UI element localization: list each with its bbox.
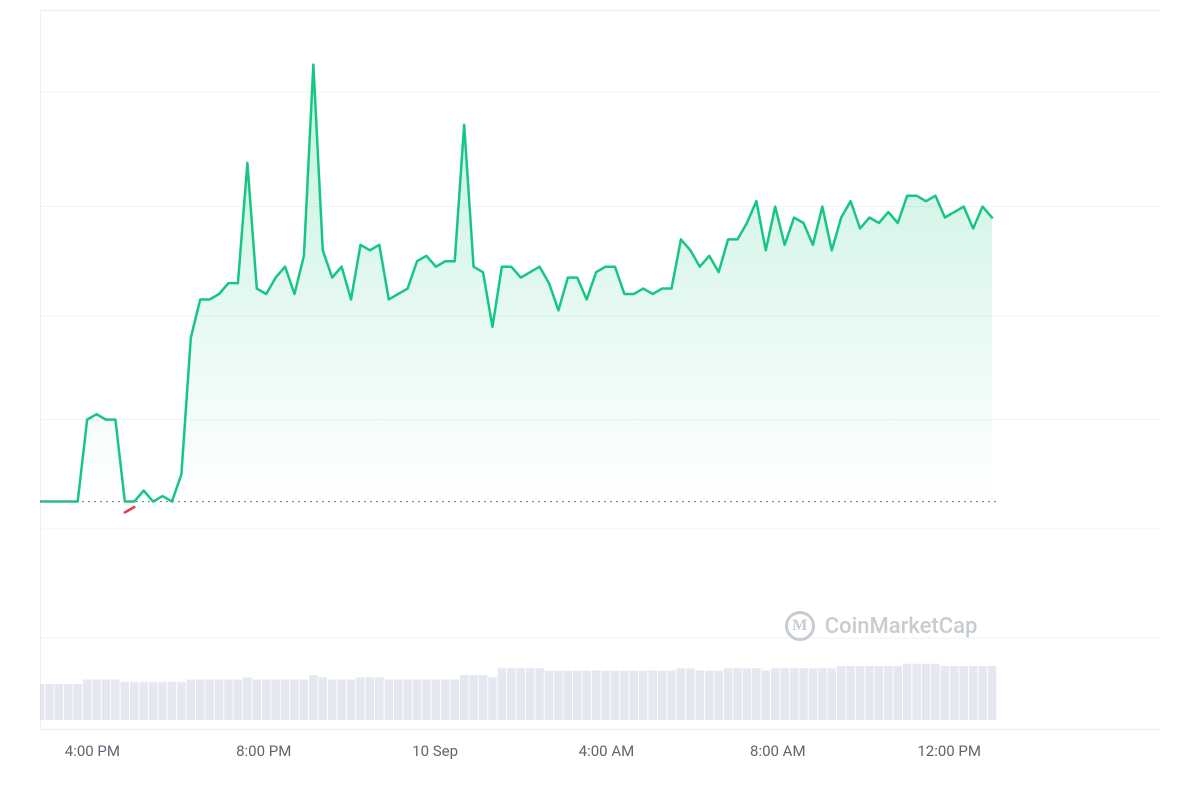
x-tick-label: 8:00 PM <box>236 742 291 760</box>
x-tick-label: 12:00 PM <box>917 742 981 760</box>
x-tick-label: 4:00 AM <box>579 742 635 760</box>
price-line-negative <box>125 507 134 512</box>
volume-bars <box>40 664 996 720</box>
x-tick-label: 4:00 PM <box>65 742 120 760</box>
price-chart <box>40 10 1160 730</box>
chart-stage: 0.061720.0616990.0616790.061660.061640.0… <box>0 0 1200 800</box>
x-tick-label: 8:00 AM <box>750 742 806 760</box>
x-axis-labels: 4:00 PM 8:00 PM 10 Sep 4:00 AM 8:00 AM 12:00 … <box>40 742 1160 782</box>
x-tick-label: 10 Sep <box>412 742 458 760</box>
